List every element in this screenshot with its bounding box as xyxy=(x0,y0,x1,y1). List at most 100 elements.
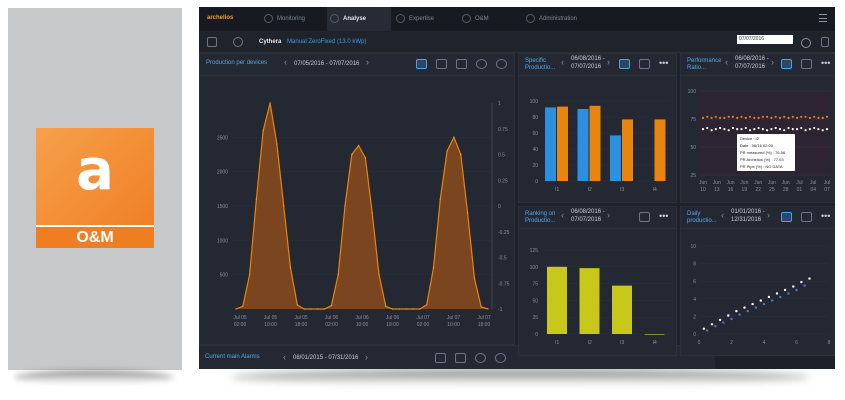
data-point xyxy=(283,205,285,207)
bar xyxy=(610,135,621,181)
more-options-icon[interactable]: ••• xyxy=(821,211,831,221)
data-point xyxy=(757,126,760,130)
y2-tick-label: 0.75 xyxy=(498,127,508,133)
x-tick-label: 02:00 xyxy=(417,322,430,328)
performance-ratio-panel: Performance Ratio... ‹ 06/08/2016 - 07/0… xyxy=(680,53,835,203)
site-name[interactable]: Cythera xyxy=(259,39,282,45)
prev-arrow-icon[interactable]: ‹ xyxy=(283,352,286,362)
table-view-icon[interactable] xyxy=(639,59,650,69)
table-view-icon[interactable] xyxy=(436,59,447,69)
data-point xyxy=(800,126,803,130)
next-arrow-icon[interactable]: › xyxy=(771,57,774,67)
series-line xyxy=(235,102,489,310)
x-tick-label: 22 xyxy=(755,187,761,193)
data-point xyxy=(779,295,782,299)
x-tick-label: 10:00 xyxy=(264,322,277,328)
date-input[interactable]: 07/07/2016 xyxy=(737,35,793,44)
tab-monitoring[interactable]: Monitoring xyxy=(261,7,325,31)
next-arrow-icon[interactable]: › xyxy=(607,210,610,220)
date-from[interactable]: 06/08/2016 - xyxy=(571,209,605,215)
chart-view-icon[interactable] xyxy=(781,212,792,222)
data-point xyxy=(467,212,469,214)
network-icon[interactable] xyxy=(233,37,243,47)
export-icon[interactable] xyxy=(455,353,466,363)
date-from[interactable]: 06/08/2016 - xyxy=(735,56,769,62)
date-from[interactable]: 01/01/2016 - xyxy=(731,209,765,215)
more-options-icon[interactable]: ••• xyxy=(659,58,669,68)
data-point xyxy=(235,308,237,310)
tab-om[interactable]: O&M xyxy=(459,7,517,31)
tab-label: Administration xyxy=(539,16,578,22)
x-tick-label: 02:00 xyxy=(325,322,338,328)
more-options-icon[interactable]: ••• xyxy=(659,211,669,221)
specific-production-chart: 0 20 40 60 80 100 I1 I2 I3 I4 xyxy=(530,99,671,193)
logo-caption: O&M xyxy=(36,225,154,248)
tab-expertise[interactable]: Expertise xyxy=(393,7,457,31)
prev-arrow-icon[interactable]: ‹ xyxy=(284,57,287,67)
prev-arrow-icon[interactable]: ‹ xyxy=(725,57,728,67)
data-point xyxy=(761,115,764,118)
y-tick-label: 50 xyxy=(532,298,538,304)
refresh-icon[interactable] xyxy=(801,38,811,48)
next-arrow-icon[interactable]: › xyxy=(366,57,369,67)
x-tick-label: 25 xyxy=(769,187,775,193)
data-point xyxy=(242,305,244,307)
data-point xyxy=(746,309,749,313)
refresh-icon[interactable] xyxy=(476,59,487,69)
data-point xyxy=(351,153,353,156)
tab-analyse[interactable]: Analyse xyxy=(327,7,391,31)
y-tick-label: 75 xyxy=(532,282,538,288)
table-view-icon[interactable] xyxy=(801,59,812,69)
settings-icon[interactable] xyxy=(496,59,507,69)
table-view-icon[interactable] xyxy=(639,212,650,222)
next-arrow-icon[interactable]: › xyxy=(767,210,770,220)
bar xyxy=(577,109,589,181)
prev-arrow-icon[interactable]: ‹ xyxy=(561,57,564,67)
prev-arrow-icon[interactable]: ‹ xyxy=(561,210,564,220)
app-screen: archelios Monitoring Analyse Expertise O… xyxy=(199,7,835,369)
more-options-icon[interactable]: ••• xyxy=(821,58,831,68)
settings-icon[interactable] xyxy=(495,353,506,363)
next-arrow-icon[interactable]: › xyxy=(365,352,368,362)
x-tick-label: Jul 07 xyxy=(477,315,491,321)
next-arrow-icon[interactable]: › xyxy=(607,57,610,67)
data-point xyxy=(767,295,771,299)
table-view-icon[interactable] xyxy=(801,212,812,222)
prev-arrow-icon[interactable]: ‹ xyxy=(721,210,724,220)
x-tick-label: Jul xyxy=(824,180,830,186)
data-point xyxy=(808,277,811,280)
tab-administration[interactable]: Administration xyxy=(523,7,607,31)
chart-view-icon[interactable] xyxy=(619,59,630,69)
export-icon[interactable] xyxy=(456,59,467,69)
lock-icon[interactable] xyxy=(821,37,829,47)
date-to[interactable]: 07/07/2016 xyxy=(735,64,766,70)
date-range[interactable]: 08/01/2015 - 07/31/2016 xyxy=(293,355,359,361)
y-tick-label: 25 xyxy=(532,315,538,321)
date-to[interactable]: 07/07/2016 xyxy=(571,64,602,70)
chart-view-icon[interactable] xyxy=(781,59,792,69)
y-tick-label: 0 xyxy=(693,332,696,338)
export-icon[interactable] xyxy=(207,37,217,47)
table-view-icon[interactable] xyxy=(435,353,446,363)
date-to[interactable]: 12/31/2016 xyxy=(731,217,762,223)
date-range[interactable]: 07/05/2016 - 07/07/2016 xyxy=(294,61,360,67)
bar xyxy=(622,119,633,181)
y-tick-label: 4 xyxy=(693,297,696,303)
x-tick-label: Jul xyxy=(810,180,816,186)
y-tick-label: 0 xyxy=(535,332,538,338)
refresh-icon[interactable] xyxy=(475,353,486,363)
x-tick-label: 10:00 xyxy=(356,322,369,328)
y-tick-label: 75 xyxy=(690,117,696,123)
data-point xyxy=(330,305,332,307)
data-point xyxy=(753,128,756,131)
panel-header: Ranking on Productio... ‹ 06/08/2016 - 0… xyxy=(519,207,676,229)
chart-view-icon[interactable] xyxy=(416,59,427,69)
date-to[interactable]: 07/07/2016 xyxy=(571,217,602,223)
x-tick-label: Jul 05 xyxy=(264,315,278,321)
date-from[interactable]: 06/08/2016 - xyxy=(571,56,605,62)
y-tick-label: 80 xyxy=(532,115,538,121)
hamburger-menu-icon[interactable] xyxy=(819,14,827,22)
chart-icon xyxy=(330,14,339,23)
data-point xyxy=(705,329,709,332)
data-point xyxy=(817,116,820,119)
